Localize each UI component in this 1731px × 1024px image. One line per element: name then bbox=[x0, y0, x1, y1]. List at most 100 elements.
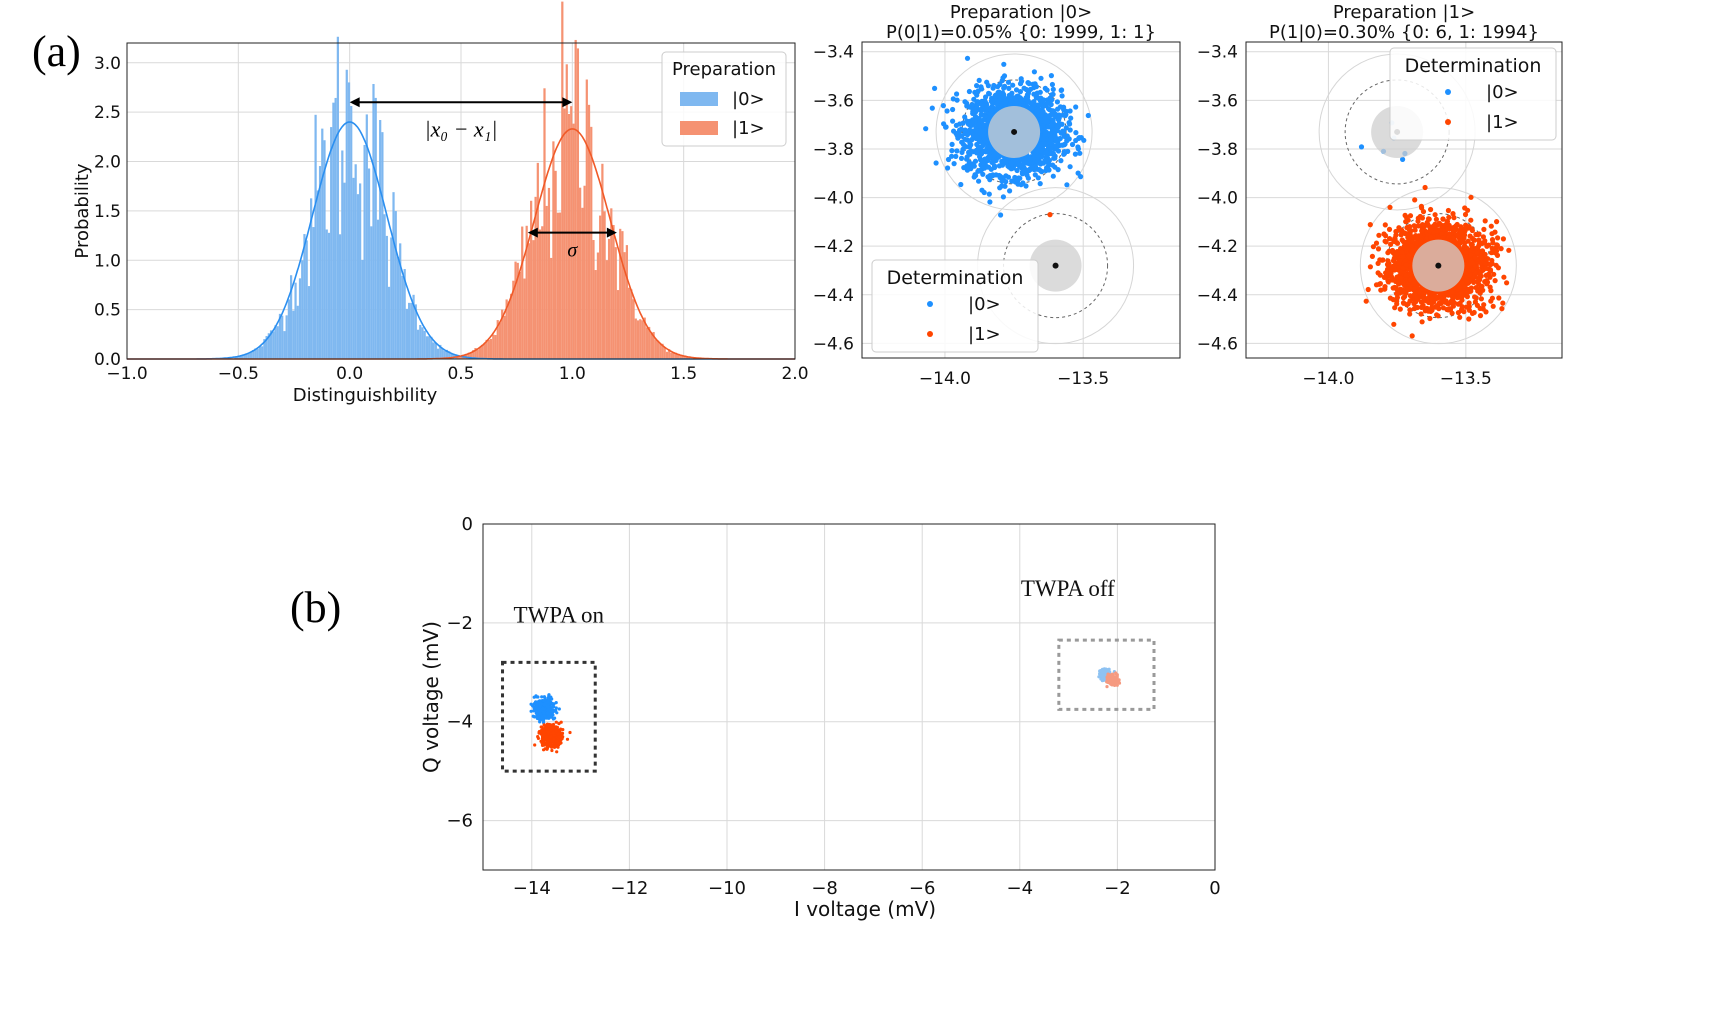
scatter-point bbox=[1049, 81, 1055, 88]
scatter-point bbox=[997, 185, 1003, 191]
y-tick-label: −4.4 bbox=[1197, 286, 1238, 306]
y-tick-label: 0 bbox=[462, 514, 473, 535]
histogram-bar bbox=[236, 356, 239, 359]
scatter-point bbox=[1067, 121, 1073, 127]
histogram-bar bbox=[625, 245, 628, 359]
histogram-bar bbox=[492, 334, 495, 359]
y-tick-label: −3.8 bbox=[1197, 140, 1238, 160]
histogram-bar bbox=[545, 205, 548, 359]
scatter-point bbox=[1038, 75, 1044, 81]
scatter-point bbox=[967, 122, 973, 128]
histogram-bar bbox=[561, 1, 564, 359]
histogram-bar bbox=[489, 338, 493, 359]
histogram-bar bbox=[665, 351, 669, 359]
scatter-point bbox=[1418, 311, 1424, 317]
histogram-bar bbox=[670, 352, 673, 359]
histogram-bar bbox=[592, 240, 595, 359]
histogram-bar bbox=[683, 355, 686, 359]
histogram-bar bbox=[688, 356, 691, 359]
x-tick-label: −8 bbox=[811, 878, 838, 899]
histogram-bar bbox=[681, 355, 684, 359]
scatter-point bbox=[1017, 89, 1024, 95]
histogram-bar bbox=[292, 310, 295, 359]
histogram-bar bbox=[394, 211, 397, 359]
x-tick-label: 2.0 bbox=[781, 364, 808, 384]
scatter-point bbox=[1394, 291, 1400, 297]
histogram-bar bbox=[652, 332, 655, 359]
histogram-bar bbox=[245, 353, 248, 359]
scatter-point bbox=[1410, 234, 1417, 240]
centroid-dot bbox=[1011, 128, 1018, 135]
histogram-bar bbox=[509, 293, 513, 359]
scatter-point bbox=[1476, 237, 1482, 243]
histogram-bar bbox=[383, 214, 386, 359]
scatter-point bbox=[986, 91, 993, 97]
scatter-point bbox=[1373, 240, 1380, 246]
scatter-point bbox=[1035, 152, 1041, 158]
scatter-point bbox=[1051, 128, 1057, 134]
legend: Determination|0>|1> bbox=[871, 259, 1039, 353]
y-tick-label: −4.0 bbox=[813, 189, 854, 209]
scatter-point bbox=[1036, 160, 1042, 166]
x-tick-label: −14.0 bbox=[1302, 369, 1354, 389]
histogram-bar bbox=[376, 219, 380, 359]
iq-point bbox=[529, 709, 533, 713]
histogram-bar bbox=[345, 69, 348, 360]
histogram-bar bbox=[541, 226, 544, 359]
histogram-bar bbox=[538, 229, 542, 359]
y-tick-label: −2 bbox=[446, 613, 473, 634]
x-tick-label: 0.5 bbox=[447, 364, 474, 384]
scatter-point bbox=[1048, 135, 1054, 141]
histogram-bar bbox=[503, 315, 506, 359]
outer-circle bbox=[935, 53, 1093, 211]
scatter-point bbox=[1474, 302, 1480, 308]
scatter-point bbox=[988, 108, 994, 114]
histogram-bar bbox=[483, 343, 486, 359]
scatter-point bbox=[998, 212, 1004, 218]
histogram-bar bbox=[354, 164, 357, 359]
y-tick-label: −4.4 bbox=[813, 286, 854, 306]
scatter-point bbox=[968, 142, 974, 148]
scatter-point bbox=[1375, 246, 1382, 252]
scatter-point bbox=[1504, 280, 1510, 286]
scatter-point bbox=[1411, 291, 1418, 297]
histogram-bar bbox=[594, 270, 597, 359]
histogram-bar bbox=[612, 225, 615, 359]
histogram-bar bbox=[583, 185, 586, 359]
scatter-point bbox=[1397, 306, 1403, 312]
histogram-bar bbox=[487, 339, 490, 359]
scatter-point bbox=[975, 88, 981, 94]
scatter-point bbox=[1025, 91, 1031, 97]
scatter-point bbox=[983, 137, 989, 143]
scatter-point bbox=[1077, 150, 1083, 156]
histogram-bar bbox=[425, 336, 429, 359]
scatter-point bbox=[1458, 224, 1464, 230]
scatter-point bbox=[968, 148, 974, 154]
legend-entry: |1> bbox=[1486, 112, 1519, 133]
y-tick-label: −3.4 bbox=[1197, 43, 1238, 63]
histogram-bar bbox=[350, 105, 353, 359]
scatter-point bbox=[1064, 182, 1070, 188]
centroid-dot bbox=[1052, 262, 1059, 269]
scatter-point bbox=[1458, 240, 1464, 246]
histogram-bar bbox=[443, 351, 446, 359]
histogram-bar bbox=[234, 356, 237, 359]
scatter-point bbox=[1404, 225, 1410, 231]
scatter-point bbox=[1457, 284, 1463, 290]
scatter-point bbox=[1075, 146, 1081, 152]
annotation-label: σ bbox=[567, 240, 578, 262]
scatter-point bbox=[1078, 135, 1084, 141]
scatter-point bbox=[1388, 266, 1394, 272]
iq-point bbox=[559, 720, 563, 724]
scatter-point bbox=[950, 118, 956, 124]
scatter-point bbox=[1479, 248, 1486, 254]
histogram-bar bbox=[372, 83, 375, 359]
scatter-point bbox=[949, 141, 955, 147]
scatter-point bbox=[1061, 151, 1067, 157]
histogram-bar bbox=[334, 97, 337, 359]
scatter-point bbox=[951, 128, 957, 134]
histogram-bar bbox=[603, 211, 606, 359]
arrow-head-right bbox=[606, 227, 617, 238]
scatter-point bbox=[993, 107, 1000, 113]
scatter-point bbox=[964, 156, 970, 162]
